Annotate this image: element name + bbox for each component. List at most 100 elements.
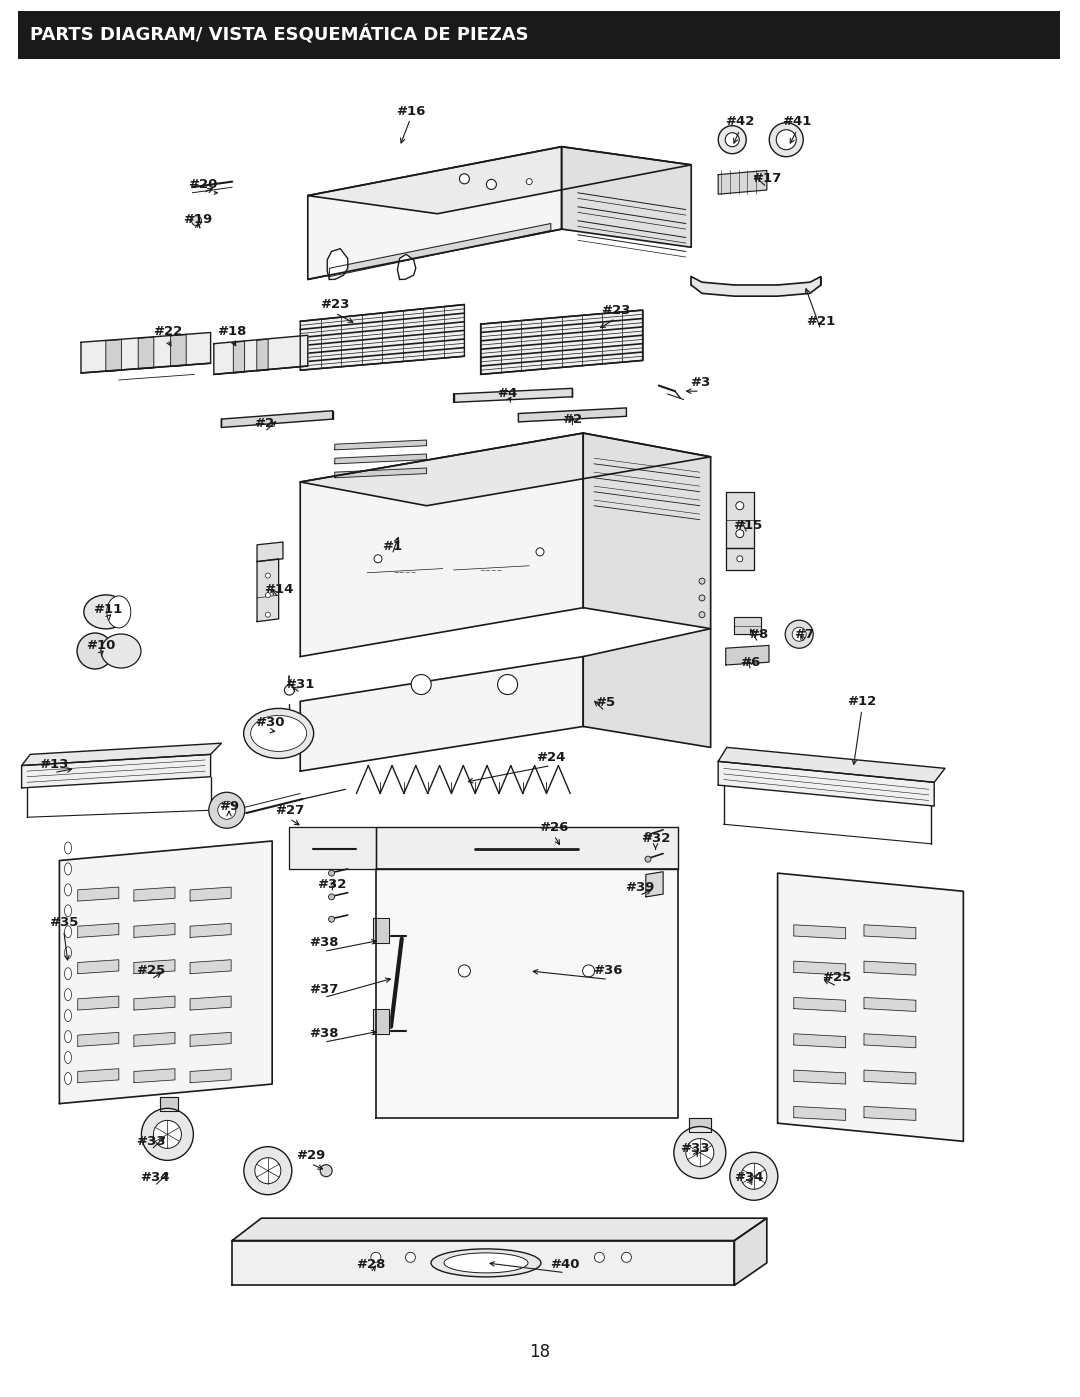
Text: PARTS DIAGRAM/ VISTA ESQUEMÁTICA DE PIEZAS: PARTS DIAGRAM/ VISTA ESQUEMÁTICA DE PIEZ… <box>30 25 528 45</box>
Polygon shape <box>864 1034 916 1048</box>
Polygon shape <box>22 754 211 788</box>
Text: #37: #37 <box>309 982 339 996</box>
Polygon shape <box>134 887 175 901</box>
Polygon shape <box>864 1106 916 1120</box>
Circle shape <box>793 627 806 641</box>
Circle shape <box>718 126 746 154</box>
Text: #13: #13 <box>39 757 69 771</box>
Ellipse shape <box>100 634 141 668</box>
Polygon shape <box>257 559 279 622</box>
Circle shape <box>777 130 796 149</box>
Text: #8: #8 <box>748 627 768 641</box>
Polygon shape <box>232 1218 767 1241</box>
Polygon shape <box>232 1241 734 1285</box>
Text: #20: #20 <box>188 177 218 191</box>
Text: #41: #41 <box>782 115 812 129</box>
Circle shape <box>486 179 497 190</box>
Text: ~~~~: ~~~~ <box>480 567 503 574</box>
Text: #35: #35 <box>49 915 79 929</box>
Polygon shape <box>190 1032 231 1046</box>
Circle shape <box>737 556 743 562</box>
Polygon shape <box>171 335 186 366</box>
Text: #3: #3 <box>690 376 710 390</box>
Polygon shape <box>134 996 175 1010</box>
Ellipse shape <box>65 947 71 958</box>
Circle shape <box>735 529 744 538</box>
Text: #2: #2 <box>255 416 274 430</box>
Text: #36: #36 <box>593 964 623 978</box>
Polygon shape <box>794 925 846 939</box>
Circle shape <box>699 595 705 601</box>
Polygon shape <box>454 388 572 402</box>
Circle shape <box>370 1252 381 1263</box>
Text: #32: #32 <box>316 877 347 891</box>
Text: #2: #2 <box>563 412 582 426</box>
Polygon shape <box>134 1032 175 1046</box>
Polygon shape <box>300 433 583 657</box>
Polygon shape <box>78 960 119 974</box>
Text: #4: #4 <box>498 387 517 401</box>
Text: #23: #23 <box>600 303 631 317</box>
Circle shape <box>741 1164 767 1189</box>
Polygon shape <box>59 841 272 1104</box>
Text: #34: #34 <box>733 1171 764 1185</box>
Polygon shape <box>583 433 711 629</box>
Polygon shape <box>691 277 821 296</box>
Polygon shape <box>190 996 231 1010</box>
Polygon shape <box>22 743 221 766</box>
Circle shape <box>191 215 202 226</box>
Text: #27: #27 <box>274 803 305 817</box>
Circle shape <box>266 612 270 617</box>
Text: 18: 18 <box>529 1344 551 1361</box>
Circle shape <box>459 173 470 184</box>
Circle shape <box>328 870 335 876</box>
Circle shape <box>411 675 431 694</box>
Text: #22: #22 <box>152 324 183 338</box>
Polygon shape <box>221 411 333 427</box>
Polygon shape <box>726 645 769 665</box>
Circle shape <box>594 1252 605 1263</box>
Ellipse shape <box>431 1249 541 1277</box>
Circle shape <box>405 1252 416 1263</box>
Polygon shape <box>376 869 678 1118</box>
Circle shape <box>328 916 335 922</box>
Ellipse shape <box>65 863 71 875</box>
Circle shape <box>218 802 235 819</box>
Circle shape <box>255 1158 281 1183</box>
Polygon shape <box>726 492 754 548</box>
Text: #25: #25 <box>136 964 166 978</box>
Ellipse shape <box>444 1253 528 1273</box>
Text: #33: #33 <box>679 1141 710 1155</box>
Circle shape <box>686 1139 714 1166</box>
Polygon shape <box>734 617 761 634</box>
Text: #24: #24 <box>536 750 566 764</box>
Text: #7: #7 <box>795 627 814 641</box>
Polygon shape <box>794 1070 846 1084</box>
Circle shape <box>785 620 813 648</box>
Polygon shape <box>300 305 464 370</box>
Polygon shape <box>81 332 211 373</box>
Polygon shape <box>78 996 119 1010</box>
Text: #40: #40 <box>550 1257 580 1271</box>
Polygon shape <box>134 923 175 937</box>
Ellipse shape <box>65 968 71 979</box>
Polygon shape <box>794 961 846 975</box>
Polygon shape <box>106 339 121 372</box>
Ellipse shape <box>107 597 131 627</box>
Polygon shape <box>335 468 427 478</box>
Polygon shape <box>78 887 119 901</box>
Polygon shape <box>373 918 389 943</box>
Polygon shape <box>518 408 626 422</box>
Text: #16: #16 <box>395 105 426 119</box>
Text: ~~~~: ~~~~ <box>393 570 417 577</box>
Text: #28: #28 <box>355 1257 386 1271</box>
Circle shape <box>498 675 517 694</box>
Text: #38: #38 <box>309 1027 339 1041</box>
Text: #17: #17 <box>752 172 782 186</box>
Polygon shape <box>300 433 711 506</box>
Ellipse shape <box>65 1052 71 1063</box>
Ellipse shape <box>65 842 71 854</box>
Text: #39: #39 <box>624 880 654 894</box>
Circle shape <box>769 123 804 156</box>
Text: #15: #15 <box>732 518 762 532</box>
